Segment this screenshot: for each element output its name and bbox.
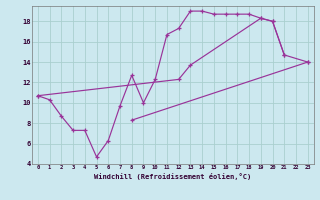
- X-axis label: Windchill (Refroidissement éolien,°C): Windchill (Refroidissement éolien,°C): [94, 173, 252, 180]
